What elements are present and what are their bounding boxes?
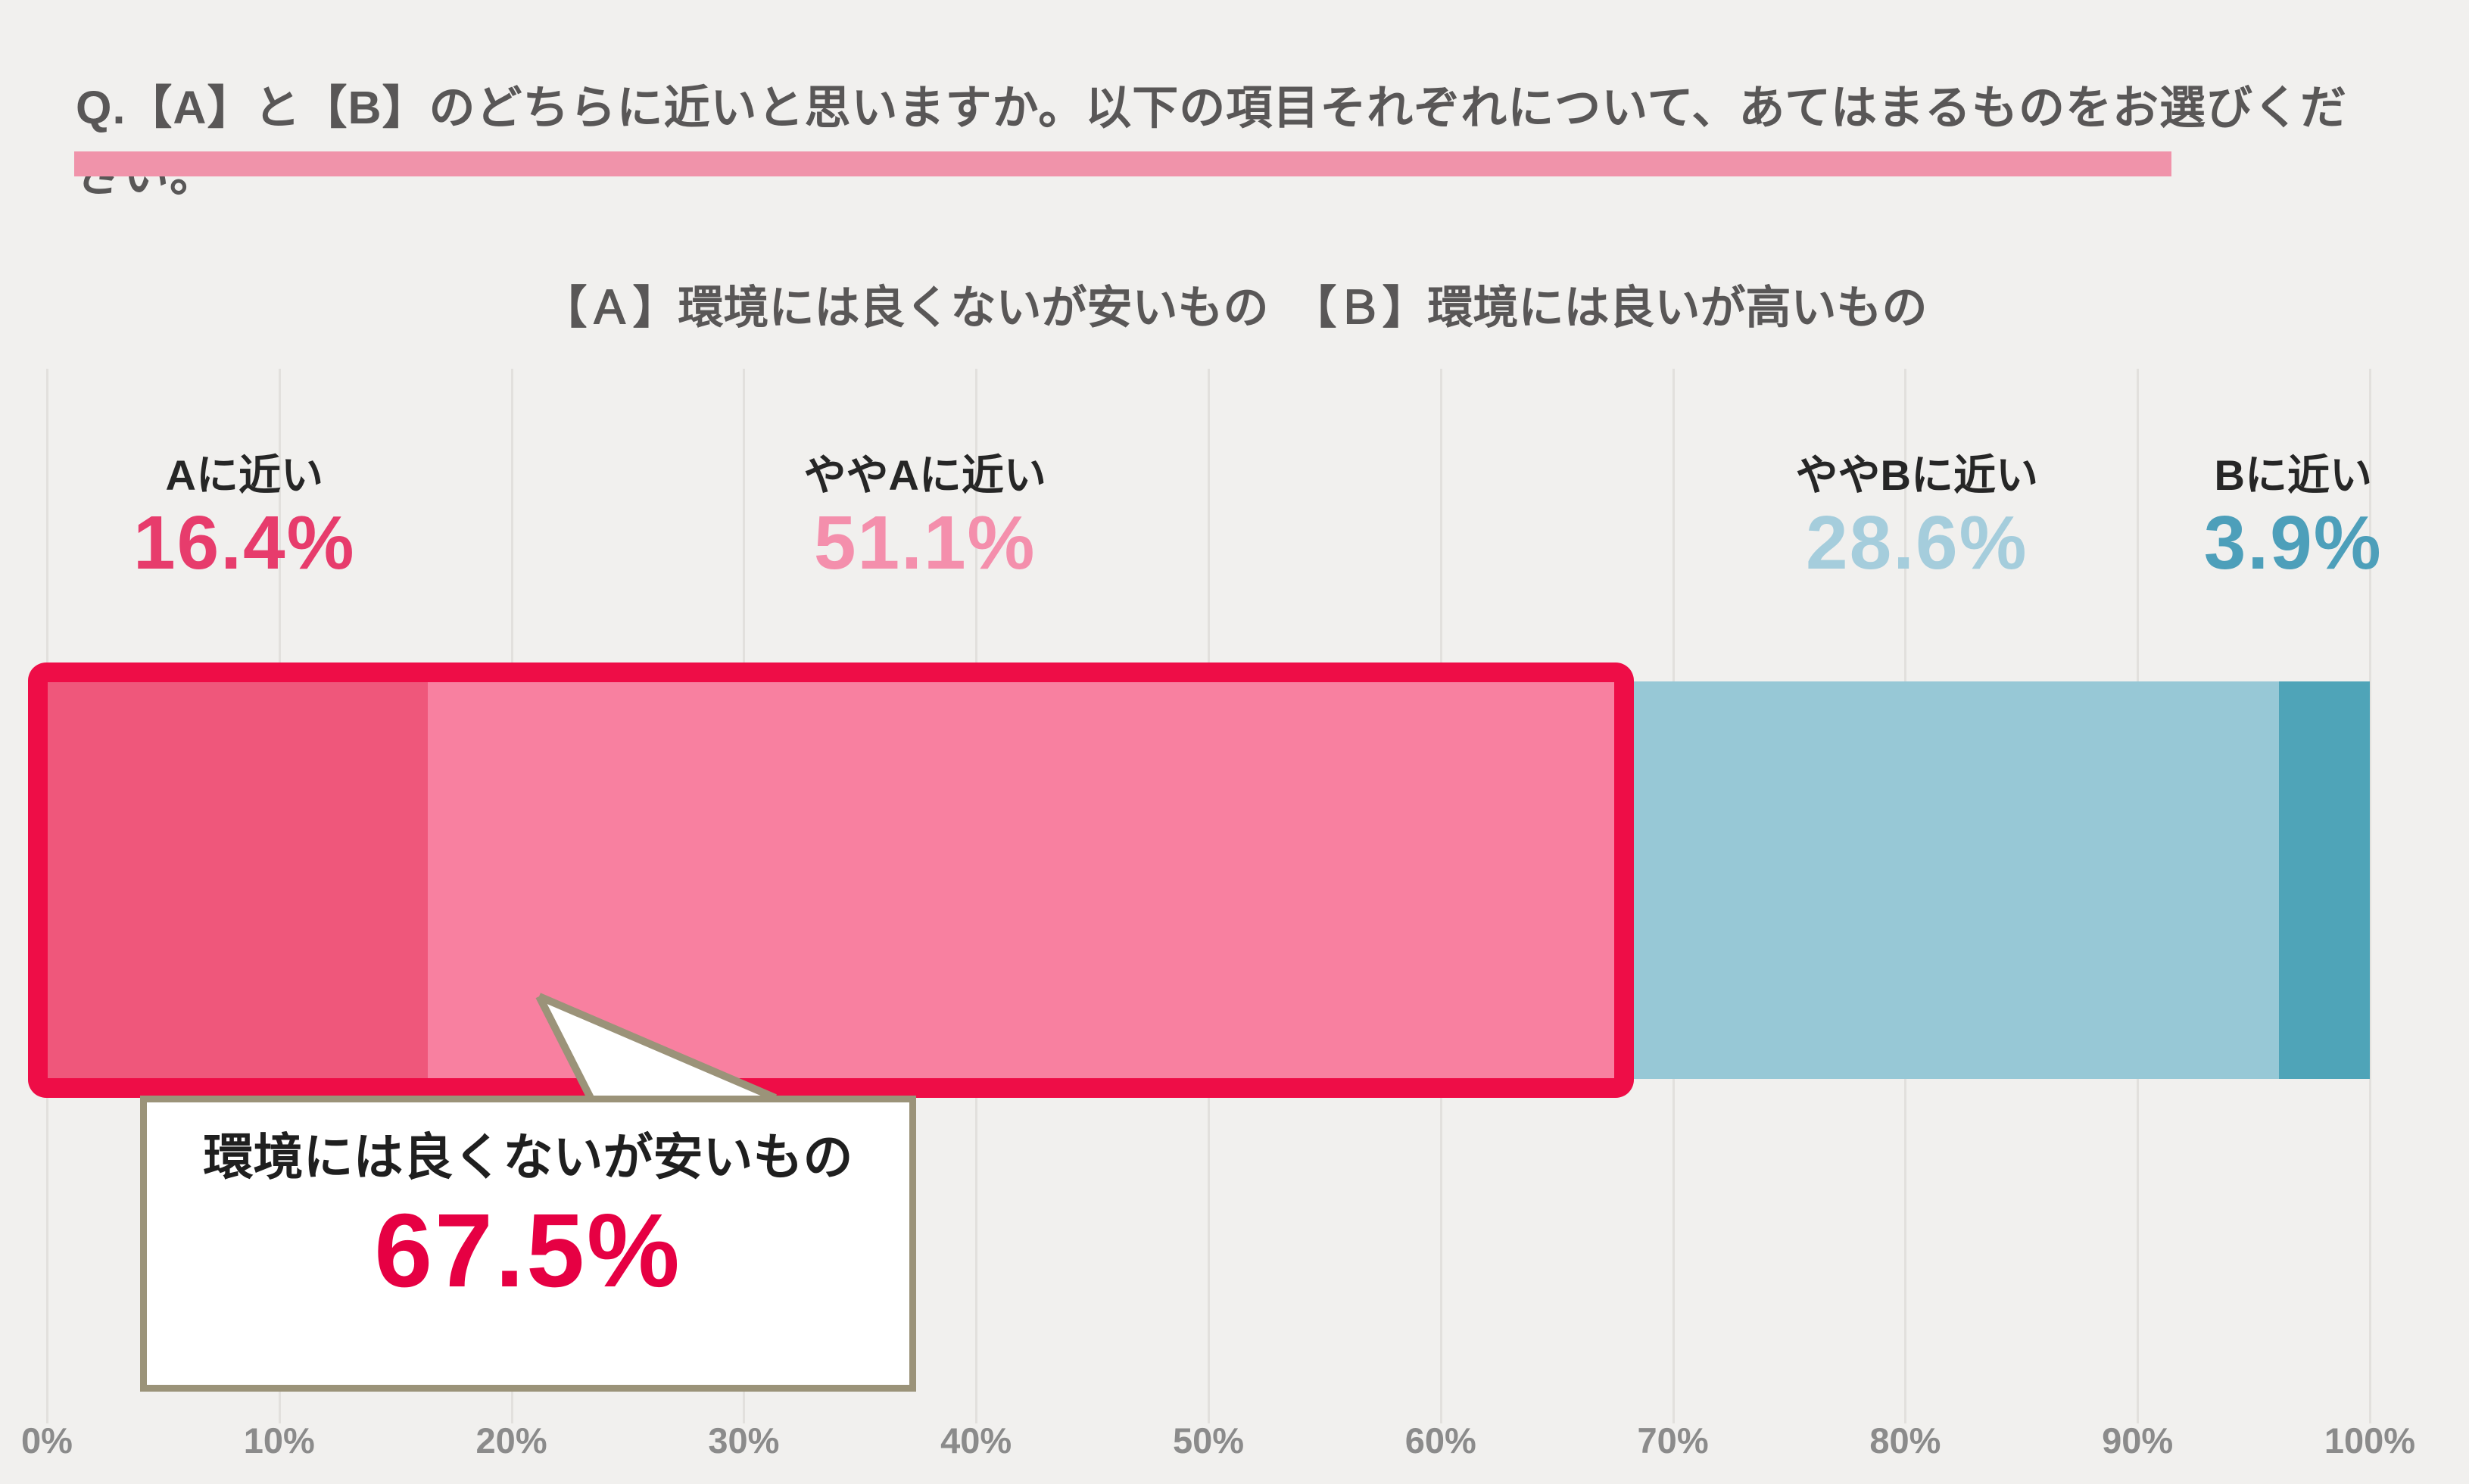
x-tick-label: 40% [940, 1420, 1012, 1461]
gridline-80% [1904, 369, 1907, 1423]
x-tick-label: 80% [1869, 1420, 1941, 1461]
gridline-100% [2369, 369, 2371, 1423]
gridline-90% [2137, 369, 2140, 1423]
bar-segment-ややAに近い [428, 681, 1615, 1079]
x-tick-label: 70% [1637, 1420, 1709, 1461]
gridline-70% [1672, 369, 1675, 1423]
category-name: Bに近い [2214, 451, 2372, 499]
x-tick-label: 90% [2102, 1420, 2174, 1461]
chart-title: 【Ａ】環境には良くないが安いもの 【Ｂ】環境には良いが高いもの [541, 282, 1928, 333]
category-label-group: Aに近い 16.4% [133, 451, 356, 587]
survey-question-heading: Q.【A】と【B】のどちらに近いと思いますか。以下の項目それぞれについて、あては… [76, 82, 2347, 201]
callout-label: 環境には良くないが安いもの [203, 1129, 853, 1185]
x-tick-label: 100% [2324, 1420, 2416, 1461]
gridline-60% [1439, 369, 1442, 1423]
gridline-10% [278, 369, 281, 1423]
category-value: 28.6% [1805, 500, 2028, 586]
gridline-0% [46, 369, 48, 1423]
x-tick-label: 20% [475, 1420, 547, 1461]
callout-value: 67.5% [374, 1192, 682, 1309]
gridline-20% [510, 369, 513, 1423]
bar-segment-Aに近い [47, 681, 429, 1079]
stacked-bar [47, 681, 2370, 1079]
gridline-50% [1208, 369, 1210, 1423]
heading-underline-bar [74, 151, 2171, 176]
highlight-outline-a-total [28, 662, 1634, 1098]
category-label-group: ややBに近い 28.6% [1796, 451, 2038, 587]
x-tick-label: 10% [243, 1420, 315, 1461]
category-name: ややBに近い [1795, 451, 2038, 499]
gridline-30% [743, 369, 746, 1423]
callout-box: 環境には良くないが安いもの 67.5% [140, 1096, 916, 1392]
category-label-group: ややAに近い 51.1% [803, 451, 1046, 587]
category-name: Aに近い [165, 451, 323, 499]
x-tick-label: 0% [21, 1420, 73, 1461]
gridline-40% [975, 369, 978, 1423]
category-label-group: Bに近い 3.9% [2204, 451, 2383, 587]
x-tick-label: 30% [708, 1420, 780, 1461]
category-value: 3.9% [2203, 500, 2383, 586]
bar-segment-Bに近い [2279, 681, 2370, 1079]
x-tick-label: 50% [1172, 1420, 1245, 1461]
callout-tail [535, 993, 793, 1107]
category-value: 16.4% [132, 500, 356, 586]
bar-segment-ややBに近い [1614, 681, 2280, 1079]
category-name: ややAに近い [803, 451, 1046, 499]
category-value: 51.1% [813, 500, 1037, 586]
x-tick-label: 60% [1404, 1420, 1476, 1461]
